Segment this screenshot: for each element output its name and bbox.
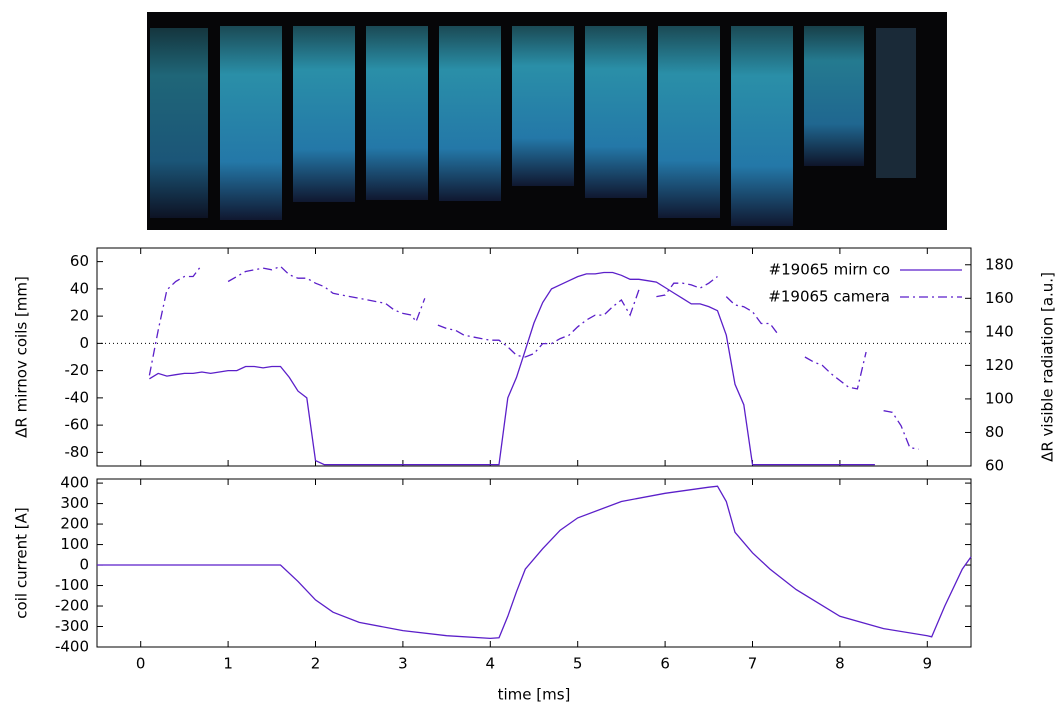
plot-frame: [96, 247, 972, 467]
y-tick-label: -80: [65, 443, 90, 461]
y2-tick-label: 80: [985, 423, 1004, 441]
y-axis-label: coil current [A]: [13, 507, 31, 618]
x-tick-label: 5: [573, 655, 583, 673]
y-tick-label: -40: [65, 388, 90, 406]
x-tick-label: 2: [311, 655, 321, 673]
y-tick-label: 400: [60, 474, 89, 492]
series-line: [97, 485, 972, 640]
y2-axis-label: ΔR visible radiation [a.u.]: [1039, 272, 1057, 462]
x-tick-label: 3: [398, 655, 408, 673]
series-line: [148, 264, 919, 450]
y-tick-label: 20: [70, 307, 89, 325]
y-axis-label: ΔR mirnov coils [mm]: [13, 276, 31, 438]
x-tick-label: 0: [136, 655, 146, 673]
series-line: [149, 271, 875, 466]
camera-strip: [147, 12, 947, 230]
y-tick-label: 300: [60, 494, 89, 512]
x-tick-label: 8: [835, 655, 845, 673]
y-tick-label: 0: [79, 556, 89, 574]
x-tick-label: 1: [223, 655, 233, 673]
y-tick-label: -100: [55, 576, 89, 594]
y-tick-label: 40: [70, 279, 89, 297]
y-tick-label: -60: [65, 416, 90, 434]
y-tick-label: 60: [70, 252, 89, 270]
y2-tick-label: 140: [985, 322, 1014, 340]
y-tick-label: 200: [60, 515, 89, 533]
y2-tick-label: 120: [985, 356, 1014, 374]
y-tick-label: -200: [55, 597, 89, 615]
x-axis-label: time [ms]: [498, 686, 571, 704]
y2-tick-label: 160: [985, 289, 1014, 307]
x-tick-label: 6: [660, 655, 670, 673]
y2-tick-label: 180: [985, 255, 1014, 273]
y-tick-label: 100: [60, 535, 89, 553]
plot-frame: [96, 478, 972, 648]
y-tick-label: -20: [65, 361, 90, 379]
y-tick-label: -300: [55, 617, 89, 635]
y-tick-label: -400: [55, 638, 89, 656]
legend-label: #19065 mirn co: [769, 261, 890, 279]
legend-label: #19065 camera: [768, 288, 890, 306]
x-tick-label: 7: [748, 655, 758, 673]
y2-tick-label: 100: [985, 389, 1014, 407]
y-tick-label: 0: [79, 334, 89, 352]
x-tick-label: 4: [486, 655, 496, 673]
x-tick-label: 9: [923, 655, 933, 673]
y2-tick-label: 60: [985, 457, 1004, 475]
